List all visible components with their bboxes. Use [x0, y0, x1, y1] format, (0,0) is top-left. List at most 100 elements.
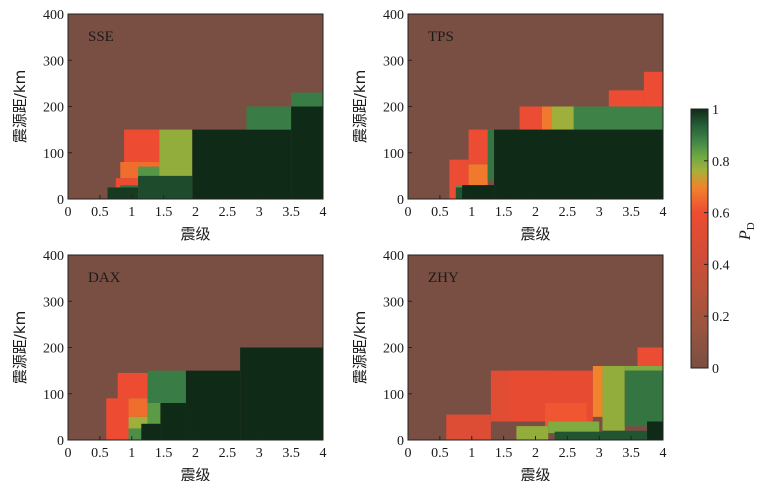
x-tick-label: 3.5 [282, 205, 300, 220]
colorbar: 0 0.2 0.4 0.6 0.8 1 PD [690, 103, 757, 377]
x-tick-label: 3 [256, 205, 263, 220]
x-tick-label: 3.5 [282, 446, 300, 461]
x-axis-label: 震级 [180, 225, 210, 243]
x-tick-label: 1 [128, 205, 135, 220]
colorbar-tick-label: 0.4 [712, 258, 730, 273]
heatmap-cell [602, 366, 625, 431]
heatmap-cell [545, 403, 587, 427]
x-tick-label: 2.5 [219, 446, 237, 461]
heatmap-cell [554, 431, 603, 440]
heatmap-cell [643, 71, 663, 107]
heatmap-cell [141, 423, 161, 440]
x-tick-label: 0.5 [91, 446, 109, 461]
heatmap-cell [291, 106, 323, 199]
y-tick-label: 100 [43, 388, 64, 403]
y-axis-label: 震源距/km [11, 70, 29, 143]
x-tick-label: 4 [320, 205, 327, 220]
heatmap-cell [106, 398, 129, 440]
y-tick-label: 100 [383, 147, 404, 162]
heatmap-cell [516, 426, 549, 440]
heatmap-cell [240, 347, 323, 440]
heatmap-cell [107, 187, 139, 199]
heatmap-cell [487, 129, 495, 181]
heatmap-cell [147, 370, 186, 403]
heatmap-cell [551, 106, 574, 130]
heatmap-cell [624, 370, 663, 427]
heatmap-panel-tps: TPS 0 0.5 1 1.5 2 2.5 3 3.5 4 0 100 200 300 400 震级 震源距/k… [351, 8, 667, 243]
x-tick-label: 2.5 [219, 205, 237, 220]
y-axis-label: 震源距/km [351, 70, 369, 143]
y-tick-label: 300 [383, 54, 404, 69]
x-tick-label: 0 [65, 205, 72, 220]
y-tick-label: 200 [43, 342, 64, 357]
heatmap-cell [468, 164, 488, 186]
x-tick-label: 2 [192, 446, 199, 461]
x-tick-label: 0.5 [91, 205, 109, 220]
heatmap-cell [608, 90, 644, 107]
x-tick-label: 3 [596, 205, 603, 220]
y-tick-label: 300 [43, 54, 64, 69]
x-tick-label: 0 [405, 446, 412, 461]
colorbar-label: PD [737, 222, 757, 241]
x-tick-label: 1.5 [495, 205, 513, 220]
y-tick-label: 200 [383, 342, 404, 357]
colorbar-tick-label: 0 [712, 362, 719, 377]
x-axis-label: 震级 [520, 225, 550, 243]
colorbar-tick-label: 0.6 [712, 207, 730, 222]
x-tick-label: 0.5 [431, 205, 449, 220]
y-tick-label: 400 [383, 249, 404, 264]
heatmap-panel-sse: SSE 0 0.5 1 1.5 2 2.5 3 3.5 4 0 100 200 300 400 震级 震源距/k… [11, 8, 327, 243]
panel-title: DAX [88, 270, 121, 286]
heatmap-cell [494, 129, 663, 199]
heatmap-cell [624, 366, 663, 371]
heatmap-cell [519, 106, 542, 130]
x-tick-label: 1.5 [155, 205, 173, 220]
heatmap-cell [138, 175, 193, 199]
heatmap-cell [128, 428, 142, 440]
heatmap-cell [185, 370, 241, 440]
heatmap-cell [246, 106, 292, 130]
heatmap-cell [548, 421, 600, 434]
y-tick-label: 300 [383, 295, 404, 310]
colorbar-tick-label: 0.2 [712, 310, 730, 325]
y-tick-label: 0 [57, 193, 64, 208]
colorbar-tick-label: 1 [712, 103, 719, 118]
x-tick-label: 1.5 [495, 446, 513, 461]
x-tick-label: 2 [532, 446, 539, 461]
x-tick-label: 3.5 [622, 205, 640, 220]
panel-title: TPS [428, 29, 454, 45]
x-tick-label: 0 [405, 205, 412, 220]
y-tick-label: 300 [43, 295, 64, 310]
y-tick-label: 400 [43, 8, 64, 23]
heatmap-cell [160, 403, 186, 440]
y-tick-label: 0 [397, 434, 404, 449]
y-tick-label: 100 [383, 388, 404, 403]
heatmap-cell [602, 430, 648, 440]
heatmap-cell [573, 106, 663, 130]
y-tick-label: 200 [43, 101, 64, 116]
heatmap-cell [147, 403, 161, 424]
x-axis-label: 震级 [180, 466, 210, 481]
x-tick-label: 2.5 [559, 446, 577, 461]
heatmap-cell [468, 129, 491, 165]
panel-title: SSE [88, 29, 114, 45]
y-tick-label: 0 [57, 434, 64, 449]
x-tick-label: 4 [660, 205, 667, 220]
x-tick-label: 1 [128, 446, 135, 461]
heatmap-cell [117, 372, 148, 399]
heatmap-cell [192, 129, 292, 199]
heatmap-cell [541, 106, 552, 130]
y-tick-label: 0 [397, 193, 404, 208]
y-tick-label: 200 [383, 101, 404, 116]
heatmap-cell [446, 414, 491, 440]
x-tick-label: 4 [660, 446, 667, 461]
x-tick-label: 3 [596, 446, 603, 461]
panel-title: ZHY [428, 270, 459, 286]
heatmap-cell [637, 347, 663, 366]
heatmap-panel-dax: DAX 0 0.5 1 1.5 2 2.5 3 3.5 4 0 100 200 300 400 震级 震源距/k… [11, 249, 327, 481]
y-axis-label: 震源距/km [351, 311, 369, 384]
colorbar-gradient [690, 108, 709, 369]
heatmap-panel-zhy: ZHY 0 0.5 1 1.5 2 2.5 3 3.5 4 0 100 200 300 400 震级 震源距/k… [351, 249, 667, 481]
y-axis-label: 震源距/km [11, 311, 29, 384]
